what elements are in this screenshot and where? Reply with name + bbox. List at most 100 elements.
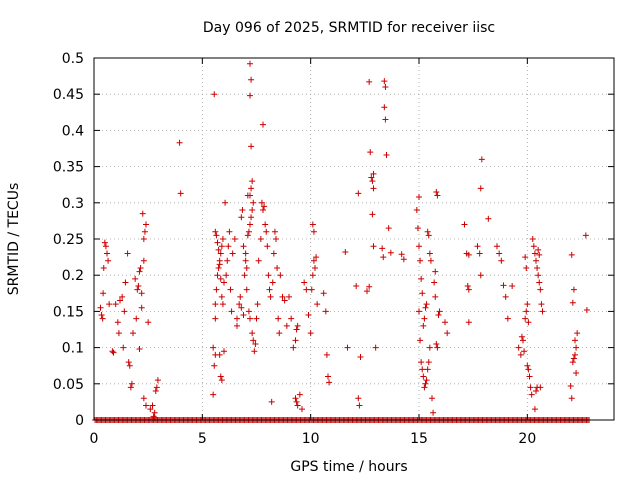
data-point	[536, 279, 543, 286]
data-point	[149, 402, 156, 409]
data-point	[250, 337, 257, 344]
axis-ticks	[93, 57, 614, 421]
data-point	[218, 377, 225, 384]
data-point	[247, 92, 253, 99]
data-point	[145, 319, 152, 326]
data-point	[138, 304, 145, 311]
data-point	[236, 301, 243, 308]
y-tick-label: 0.35	[53, 160, 84, 176]
data-point	[303, 286, 310, 293]
data-point	[296, 391, 303, 398]
data-point	[425, 232, 432, 239]
data-point	[138, 290, 145, 297]
data-point	[260, 207, 266, 214]
data-point	[502, 293, 509, 300]
data-point	[217, 275, 224, 282]
data-point	[274, 264, 281, 271]
data-point	[461, 221, 468, 228]
data-point	[582, 232, 589, 239]
data-point	[417, 337, 424, 344]
data-point	[245, 308, 252, 315]
data-point	[325, 373, 331, 380]
x-tick-label: 15	[410, 431, 428, 447]
data-point	[431, 279, 438, 286]
data-point	[273, 236, 279, 242]
data-point	[270, 250, 277, 257]
data-point	[426, 344, 433, 351]
data-point	[583, 306, 590, 313]
data-point	[262, 221, 269, 228]
data-point	[251, 348, 258, 355]
data-point	[465, 286, 472, 293]
data-point	[242, 250, 249, 257]
data-point	[218, 243, 225, 250]
data-point	[247, 221, 253, 228]
data-point	[217, 250, 224, 257]
data-point	[127, 384, 134, 391]
data-point	[141, 228, 148, 235]
data-point	[222, 199, 229, 206]
data-point	[434, 344, 441, 351]
data-point	[212, 228, 219, 235]
data-point	[248, 143, 255, 150]
data-point	[242, 257, 249, 264]
data-point	[382, 83, 389, 90]
data-point	[569, 359, 576, 366]
data-point	[422, 304, 429, 311]
data-point	[523, 308, 530, 315]
data-point	[212, 315, 219, 322]
data-point	[494, 243, 500, 250]
data-point	[137, 264, 144, 271]
data-point	[419, 366, 426, 373]
data-point	[277, 272, 284, 279]
data-point	[125, 359, 132, 366]
data-point	[147, 406, 154, 413]
data-point	[276, 330, 283, 337]
data-point	[121, 308, 128, 315]
y-tick-label: 0.2	[62, 268, 84, 284]
data-point	[219, 301, 226, 308]
y-tick-label: 0.3	[62, 196, 84, 212]
data-point	[248, 214, 255, 221]
data-point	[527, 384, 534, 391]
data-point	[344, 344, 351, 351]
data-point	[313, 254, 320, 261]
data-point	[134, 286, 141, 293]
data-point	[106, 301, 113, 308]
data-point	[120, 344, 127, 351]
data-point	[433, 188, 440, 195]
data-point	[219, 236, 226, 242]
data-point	[140, 236, 147, 242]
data-point	[572, 351, 578, 358]
data-point	[308, 286, 315, 293]
data-point	[424, 228, 431, 235]
data-point	[496, 250, 503, 257]
data-point	[176, 139, 183, 146]
data-point	[99, 315, 106, 322]
data-point	[143, 221, 149, 228]
data-point	[263, 228, 270, 235]
data-point	[132, 275, 139, 282]
data-point	[243, 264, 250, 271]
data-point	[531, 406, 538, 413]
data-point	[430, 409, 437, 416]
data-point	[525, 319, 532, 326]
data-point	[539, 308, 546, 315]
data-point	[293, 398, 300, 405]
data-point	[109, 348, 116, 355]
data-point	[418, 275, 425, 282]
data-point	[535, 272, 542, 279]
data-point	[286, 293, 292, 300]
data-point	[434, 192, 441, 199]
data-point	[122, 279, 129, 286]
data-point	[521, 348, 528, 355]
data-point	[234, 322, 240, 329]
data-point	[509, 283, 516, 290]
data-point	[299, 406, 305, 413]
data-point	[518, 333, 525, 340]
chart-title: Day 096 of 2025, SRMTID for receiver iis…	[203, 20, 495, 36]
data-point	[535, 246, 542, 253]
data-point	[382, 116, 389, 123]
data-point	[126, 362, 133, 369]
data-point	[369, 178, 376, 185]
